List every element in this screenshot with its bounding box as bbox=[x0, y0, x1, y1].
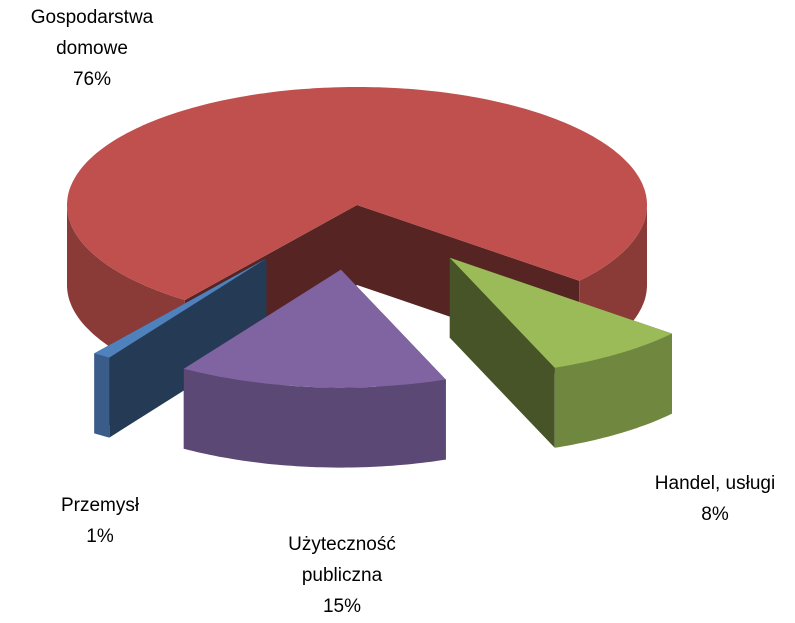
slice-label: Gospodarstwa domowe 76% bbox=[12, 2, 172, 95]
slice-side bbox=[449, 257, 555, 448]
value-label: 1% bbox=[86, 526, 114, 547]
category-label: Handel, usługi bbox=[654, 473, 776, 494]
category-label: Przemysł bbox=[60, 495, 140, 516]
slice-label: Przemysł 1% bbox=[30, 490, 170, 552]
slice-side bbox=[94, 258, 267, 434]
value-label: 15% bbox=[322, 596, 362, 617]
value-label: 8% bbox=[701, 504, 729, 525]
slice bbox=[183, 269, 446, 388]
slice bbox=[94, 258, 267, 358]
slice bbox=[67, 87, 647, 300]
category-label: Użyteczność publiczna bbox=[288, 534, 396, 586]
slice-wall bbox=[554, 333, 672, 448]
slice-wall bbox=[94, 353, 110, 438]
value-label: 76% bbox=[72, 69, 112, 90]
slice-wall bbox=[183, 368, 446, 468]
slice-label: Użyteczność publiczna 15% bbox=[262, 529, 422, 622]
slice bbox=[449, 257, 672, 368]
slice-label: Handel, usługi 8% bbox=[615, 468, 795, 530]
category-label: Gospodarstwa domowe bbox=[30, 7, 154, 59]
